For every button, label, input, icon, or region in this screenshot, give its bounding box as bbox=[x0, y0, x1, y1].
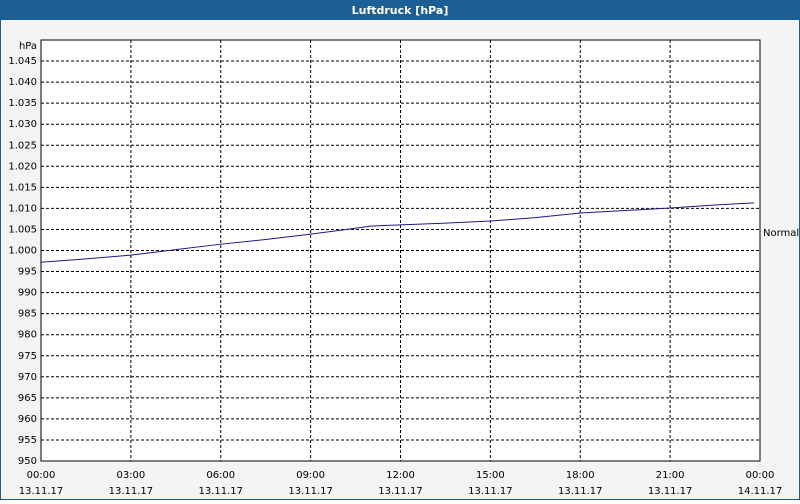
x-tick-label: 00:00 bbox=[27, 470, 56, 481]
x-tick-date: 13.11.17 bbox=[19, 486, 64, 497]
y-tick-label: 1.020 bbox=[8, 161, 37, 172]
y-tick-label: 1.030 bbox=[8, 119, 37, 130]
y-tick-label: 1.040 bbox=[8, 77, 37, 88]
x-tick-label: 09:00 bbox=[296, 470, 325, 481]
x-tick-date: 13.11.17 bbox=[648, 486, 693, 497]
annotation: Normal bbox=[763, 228, 799, 239]
x-tick-date: 13.11.17 bbox=[378, 486, 423, 497]
x-tick-date: 13.11.17 bbox=[288, 486, 333, 497]
x-tick-date: 14.11.17 bbox=[738, 486, 783, 497]
y-tick-label: 1.045 bbox=[8, 56, 37, 67]
y-tick-label: 980 bbox=[18, 330, 37, 341]
y-tick-label: 995 bbox=[18, 267, 37, 278]
x-tick-label: 12:00 bbox=[386, 470, 415, 481]
y-tick-label: 1.025 bbox=[8, 140, 37, 151]
x-tick-label: 18:00 bbox=[566, 470, 595, 481]
y-tick-label: 950 bbox=[18, 456, 37, 467]
chart-title: Luftdruck [hPa] bbox=[352, 4, 449, 17]
plot-border bbox=[40, 39, 761, 462]
y-tick-label: 960 bbox=[18, 414, 37, 425]
line bbox=[40, 202, 755, 263]
y-axis-label: hPa bbox=[19, 41, 37, 52]
x-tick-date: 13.11.17 bbox=[198, 486, 243, 497]
x-tick-label: 00:00 bbox=[746, 470, 775, 481]
x-tick-label: 15:00 bbox=[476, 470, 505, 481]
x-tick-date: 13.11.17 bbox=[558, 486, 603, 497]
x-tick-date: 13.11.17 bbox=[468, 486, 513, 497]
y-tick-label: 970 bbox=[18, 372, 37, 383]
y-tick-label: 1.000 bbox=[8, 246, 37, 257]
x-tick-label: 03:00 bbox=[116, 470, 145, 481]
x-tick-label: 21:00 bbox=[656, 470, 685, 481]
y-tick-label: 955 bbox=[18, 435, 37, 446]
y-tick-label: 965 bbox=[18, 393, 37, 404]
y-tick-label: 1.035 bbox=[8, 98, 37, 109]
y-tick-label: 1.010 bbox=[8, 203, 37, 214]
x-tick-date: 13.11.17 bbox=[109, 486, 154, 497]
title-bar bbox=[0, 0, 800, 20]
y-tick-label: 1.015 bbox=[8, 182, 37, 193]
y-tick-label: 990 bbox=[18, 288, 37, 299]
x-tick-label: 06:00 bbox=[206, 470, 235, 481]
y-tick-label: 985 bbox=[18, 309, 37, 320]
y-tick-label: 975 bbox=[18, 351, 37, 362]
y-tick-label: 1.005 bbox=[8, 224, 37, 235]
